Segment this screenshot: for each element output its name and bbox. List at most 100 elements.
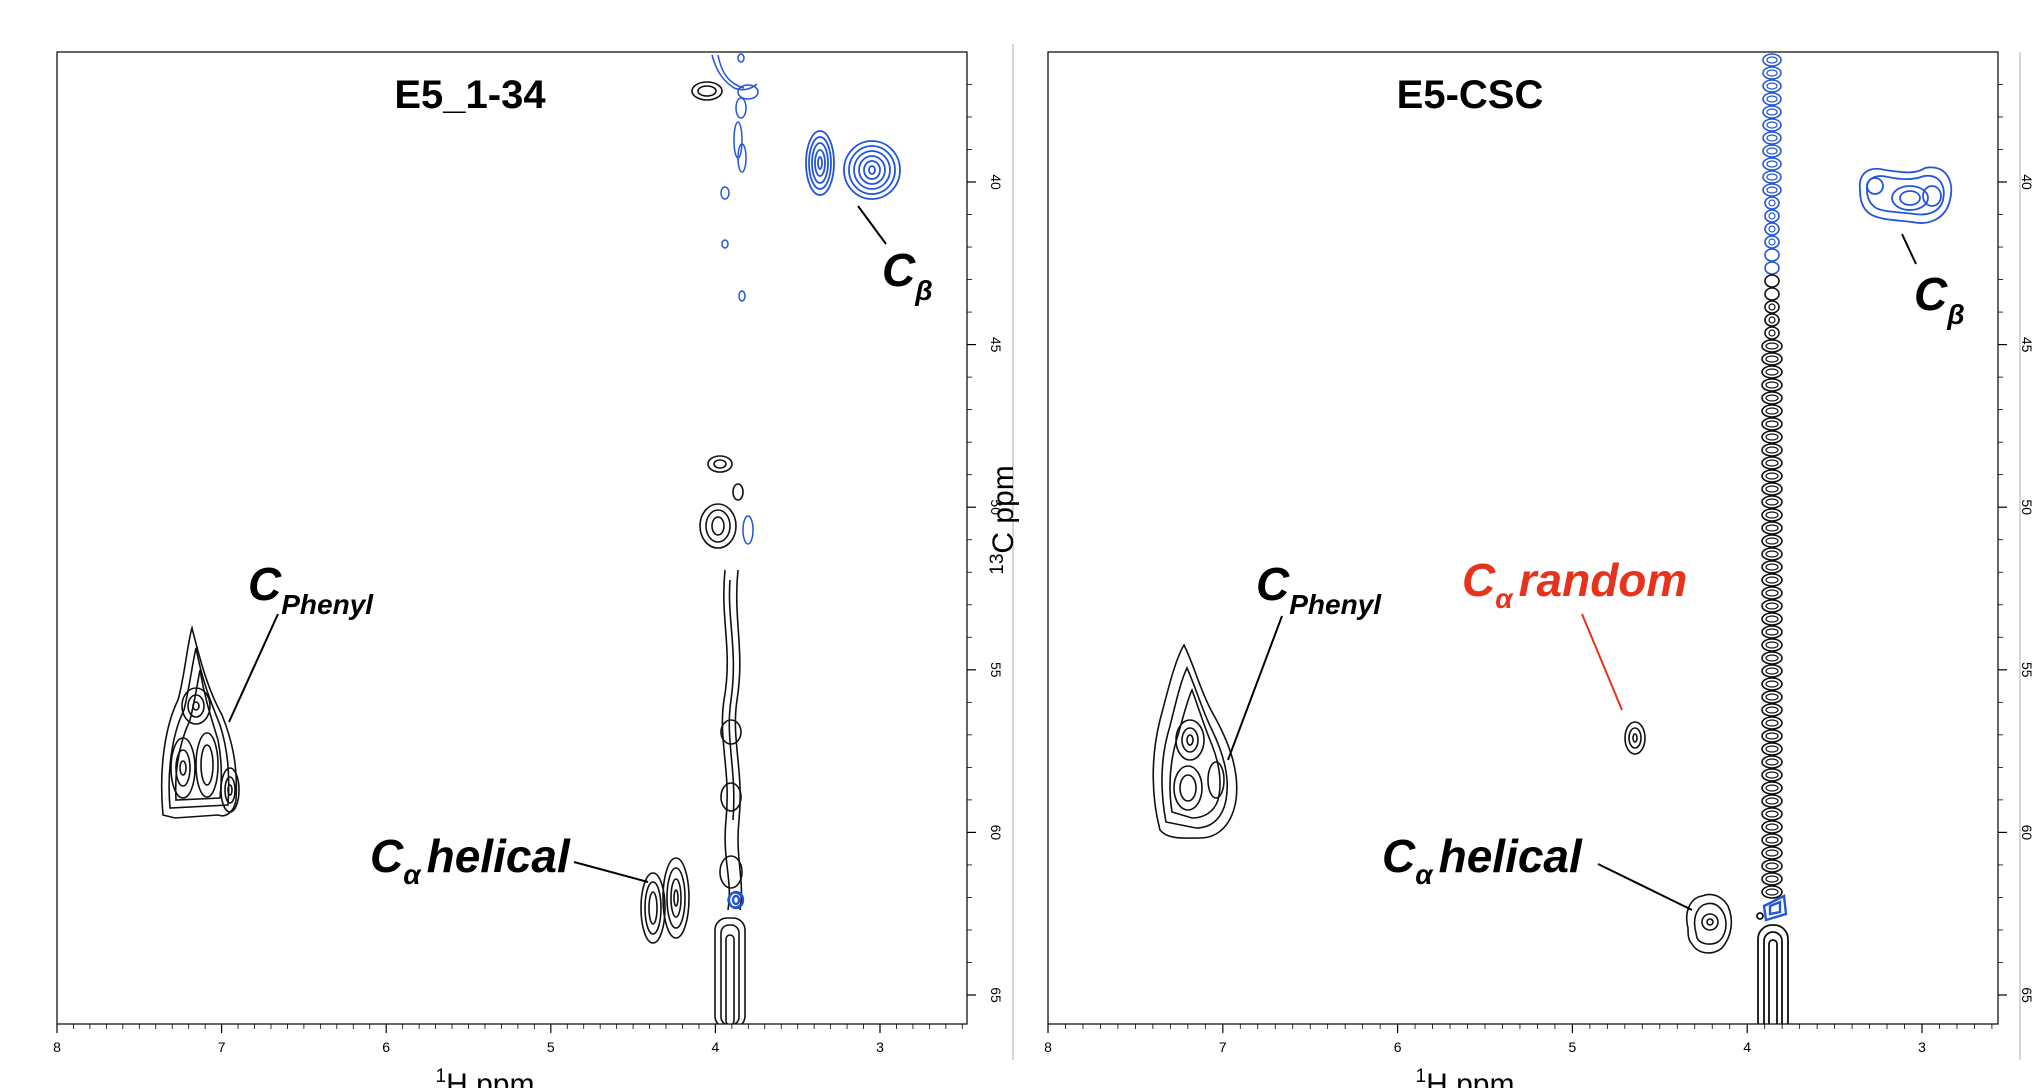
x-unit: H ppm [1426,1068,1514,1088]
streak-dot [1764,300,1780,314]
peak-c-alpha-random [1624,721,1646,755]
streak-dot [1761,729,1783,743]
label-main: C [1462,554,1496,606]
streak-dot [1761,807,1783,821]
peak-negative-small [1762,894,1788,922]
label-sub: α [1415,859,1434,890]
streak-dot-inner [1765,693,1779,701]
streak-dot-inner [1765,745,1779,753]
streak-dot [1762,66,1782,80]
label-c-alpha-helical: Cα helical [370,830,649,890]
y-tick-label: 45 [988,337,1004,353]
streak-dot-inner [1765,758,1779,766]
label-tail: helical [427,830,571,882]
y-unit: C ppm [987,465,1020,553]
peak-c-alpha-helical [640,857,690,944]
streak-dot [1764,313,1780,327]
panel-title: E5-CSC [1397,73,1544,117]
streak-dot [1761,859,1783,873]
streak-dot [1764,196,1780,210]
y-tick-label: 65 [988,987,1004,1003]
streak-dot-inner [1765,602,1779,610]
solvent-streak [711,53,759,908]
x-tick-label: 4 [1743,1039,1751,1055]
streak-dot [1762,144,1782,158]
streak-dot-inner [1765,511,1779,519]
x-isotope: 1 [1416,1066,1427,1087]
label-tail: random [1519,554,1688,606]
plot-frame [56,51,968,1025]
streak-dot [1761,495,1783,509]
streak-dot [1761,404,1783,418]
streak-dot-inner [1765,706,1779,714]
streak-dot [1761,638,1783,652]
streak-dot [1761,547,1783,561]
leader-line [573,861,649,883]
leader-line [1901,233,1917,265]
label-sub: β [1946,299,1964,330]
x-tick-label: 5 [547,1039,555,1055]
positive-streak-base [1756,912,1789,1024]
y-tick-label: 65 [2019,987,2035,1003]
label-c-alpha-random: Cα random [1462,554,1688,711]
streak-dot-inner [1765,836,1779,844]
y-tick-label: 60 [2019,825,2035,841]
streak-dot-inner [1765,849,1779,857]
streak-dot [1764,274,1780,288]
x-tick-label: 5 [1569,1039,1577,1055]
peak-cb [1858,166,1953,224]
label-sub: β [914,275,932,306]
streak-dot [1762,183,1782,197]
streak-dot-inner [1766,173,1778,181]
streak-dot-inner [1765,719,1779,727]
streak-dot [1761,378,1783,392]
label-sub: Phenyl [281,589,374,620]
streak-dot-inner [1765,589,1779,597]
x-tick-label: 3 [876,1039,884,1055]
x-tick-label: 4 [712,1039,720,1055]
svg-text:CPhenyl: CPhenyl [1256,558,1382,620]
label-main: C [882,244,916,296]
streak-dot-inner [1765,641,1779,649]
streak-dot [1761,716,1783,730]
streak-dot [1761,521,1783,535]
streak-dot-inner [1765,498,1779,506]
streak-dot [1761,833,1783,847]
streak-dot-inner [1765,537,1779,545]
streak-dot [1761,417,1783,431]
streak-dot [1761,508,1783,522]
x-tick-label: 3 [1918,1039,1926,1055]
streak-dot [1761,339,1783,353]
label-c-beta: Cβ [1901,233,1965,330]
streak-dot [1761,872,1783,886]
leader-line [228,613,279,723]
streak-dot [1761,599,1783,613]
streak-dot-inner [1765,628,1779,636]
label-tail: helical [1439,830,1583,882]
label-c-phenyl: CPhenyl [228,558,374,723]
streak-dot-inner [1765,355,1779,363]
plot-frame [1047,51,1999,1025]
streak-dot-inner [1765,524,1779,532]
streak-dot [1762,157,1782,171]
streak-dot-inner [1766,121,1778,129]
streak-dot [1761,612,1783,626]
x-tick-label: 6 [1394,1039,1402,1055]
streak-dot [1761,703,1783,717]
leader-line [1597,863,1693,911]
streak-dot [1761,534,1783,548]
streak-dot [1764,235,1780,249]
streak-dot-inner [1765,446,1779,454]
y-tick-label: 55 [988,662,1004,678]
contour-layer [160,53,901,1024]
streak-dot-inner [1766,82,1778,90]
streak-dot [1764,287,1780,301]
streak-dot-inner [1768,329,1776,337]
streak-dot-inner [1765,732,1779,740]
svg-text:CPhenyl: CPhenyl [248,558,374,620]
streak-dot [1761,469,1783,483]
streak-dot [1761,846,1783,860]
